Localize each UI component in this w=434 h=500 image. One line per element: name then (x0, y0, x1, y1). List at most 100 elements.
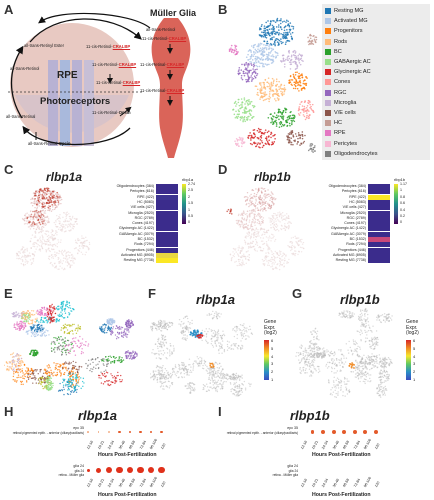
umap-point (245, 251, 247, 253)
umap-point (261, 258, 264, 261)
umap-point (65, 261, 67, 263)
umap-point (271, 218, 274, 221)
legend-swatch (325, 28, 331, 35)
umap-point (33, 223, 36, 226)
umap-point (275, 119, 277, 122)
umap-point (40, 199, 42, 202)
umap-point (270, 47, 273, 50)
umap-point (306, 77, 308, 79)
umap-point (104, 380, 106, 383)
umap-point (247, 228, 249, 231)
panel-e-atlas-umap (4, 300, 139, 396)
umap-point (278, 268, 281, 271)
umap-point (294, 56, 296, 59)
umap-point (243, 196, 246, 198)
umap-point (29, 375, 31, 378)
umap-point (109, 320, 112, 322)
umap-point (34, 329, 36, 332)
umap-point (260, 227, 262, 229)
umap-point (74, 377, 77, 379)
umap-point (294, 73, 297, 76)
umap-point (108, 379, 110, 382)
umap-point (35, 209, 38, 212)
umap-point (242, 117, 244, 119)
umap-point (28, 252, 31, 254)
umap-point (74, 341, 76, 343)
umap-point (255, 215, 258, 217)
umap-point (14, 379, 16, 381)
umap-point (98, 360, 100, 363)
umap-point (64, 220, 67, 223)
umap-point (270, 121, 272, 124)
umap-point (34, 375, 36, 377)
umap-point (292, 26, 295, 28)
umap-point (64, 308, 66, 310)
umap-point (101, 359, 103, 361)
umap-point (266, 59, 269, 61)
umap-point (269, 52, 272, 54)
umap-point (63, 393, 65, 396)
umap-point (272, 123, 274, 126)
umap-point (79, 247, 81, 250)
umap-point (75, 391, 78, 393)
umap-point (23, 327, 25, 330)
umap-point (46, 370, 49, 372)
umap-point (58, 347, 60, 349)
umap-point (15, 366, 17, 368)
umap-point (291, 244, 293, 247)
umap-point (290, 131, 293, 134)
umap-point (36, 206, 39, 208)
umap-point (29, 370, 31, 372)
umap-point (252, 55, 255, 58)
umap-point (253, 192, 256, 195)
umap-point (125, 356, 127, 358)
panel-letter-i: I (218, 404, 222, 419)
umap-point (298, 240, 300, 242)
umap-point (240, 213, 243, 215)
umap-point (73, 223, 75, 225)
umap-point (59, 259, 62, 261)
legend-swatch (325, 18, 331, 25)
umap-point (253, 70, 256, 73)
umap-point (281, 255, 283, 258)
umap-point (239, 252, 241, 254)
umap-point (261, 62, 263, 65)
arrow-retinal-out (119, 106, 132, 117)
heatmap-cell (156, 184, 178, 189)
umap-point (265, 93, 268, 96)
legend-label: Resting MG (334, 8, 364, 15)
umap-point (92, 366, 95, 368)
umap-point (260, 240, 263, 242)
umap-point (120, 331, 123, 333)
umap-point (53, 194, 55, 197)
umap-point (47, 216, 49, 218)
heatmap-row-label: RGC (2789) (346, 215, 366, 220)
umap-point (17, 362, 20, 364)
umap-point (245, 222, 248, 225)
umap-point (37, 328, 39, 331)
umap-point (37, 313, 39, 315)
umap-point (280, 125, 283, 128)
umap-point (256, 45, 259, 48)
umap-point (24, 251, 26, 253)
umap-point (64, 342, 66, 345)
label-retinyl-ester: all-trans-Retinyl Ester (24, 43, 65, 48)
label-11cis-retinal-mg-2-text: 11-cis-Retinal- (140, 88, 167, 93)
umap-point (269, 237, 271, 239)
umap-point (251, 73, 254, 75)
umap-point (84, 344, 87, 347)
umap-point (267, 249, 269, 251)
umap-point (261, 146, 264, 149)
umap-point (34, 213, 36, 215)
umap-point (274, 39, 277, 42)
umap-point (72, 261, 74, 263)
umap-point (294, 133, 297, 135)
heatmap-row-label: RPE (422) (349, 194, 366, 199)
umap-point (260, 134, 263, 137)
umap-point (289, 68, 292, 70)
umap-point (237, 254, 240, 256)
umap-point (267, 264, 269, 266)
umap-point (16, 314, 18, 317)
umap-point (35, 203, 38, 206)
umap-point (271, 24, 274, 27)
